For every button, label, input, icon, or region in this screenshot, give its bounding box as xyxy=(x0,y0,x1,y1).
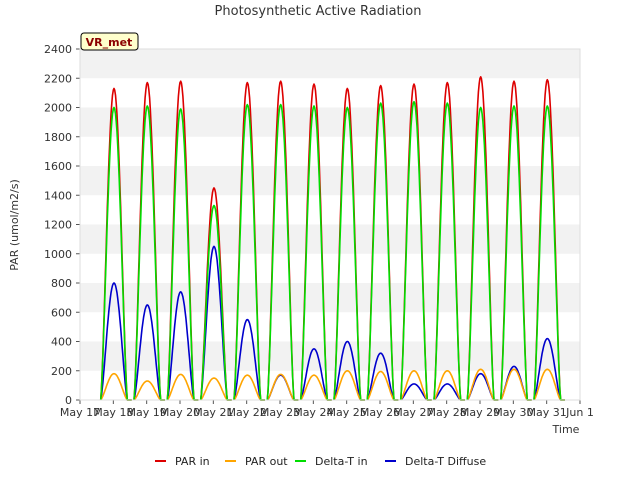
series-line-delta-t-diffuse xyxy=(99,245,565,401)
x-tick-label: May 27 xyxy=(393,406,433,419)
y-tick-label: 0 xyxy=(65,394,72,407)
grid-bands xyxy=(80,49,580,400)
series-line-delta-t-in xyxy=(99,100,565,401)
series-line-par-out xyxy=(100,368,565,401)
grid-band xyxy=(80,341,580,371)
annotation-badge: VR_met xyxy=(80,32,139,51)
y-tick-label: 2200 xyxy=(44,72,72,85)
series-line-par-in xyxy=(99,76,565,401)
grid-band xyxy=(80,166,580,196)
x-tick-label: May 19 xyxy=(127,406,167,419)
x-tick-label: May 31 xyxy=(527,406,567,419)
x-tick-label: May 26 xyxy=(360,406,400,419)
x-tick-label: May 17 xyxy=(60,406,100,419)
y-tick-label: 1400 xyxy=(44,189,72,202)
y-tick-label: 400 xyxy=(51,336,72,349)
x-tick-label: May 23 xyxy=(260,406,300,419)
grid-band xyxy=(80,49,580,79)
x-tick-label: May 28 xyxy=(427,406,467,419)
x-tick-label: May 30 xyxy=(493,406,533,419)
x-axis-label: Time xyxy=(552,423,580,436)
y-axis-label: PAR (umol/m2/s) xyxy=(8,179,21,271)
x-tick-label: May 25 xyxy=(327,406,367,419)
y-tick-label: 1200 xyxy=(44,219,72,232)
y-tick-label: 1600 xyxy=(44,160,72,173)
grid-band xyxy=(80,224,580,254)
grid-band xyxy=(80,195,580,225)
chart-title: Photosynthetic Active Radiation xyxy=(215,4,422,19)
y-tick-label: 2000 xyxy=(44,102,72,115)
series-layer xyxy=(99,76,565,401)
x-tick-label: May 20 xyxy=(160,406,200,419)
x-tick-label: May 29 xyxy=(460,406,500,419)
legend-label: Delta-T Diffuse xyxy=(405,455,486,468)
plot-frame xyxy=(79,48,581,401)
y-tick-label: 1000 xyxy=(44,248,72,261)
y-tick-label: 600 xyxy=(51,306,72,319)
x-tick-label: May 18 xyxy=(93,406,133,419)
annotation-box xyxy=(80,32,139,51)
y-tick-label: 800 xyxy=(51,277,72,290)
grid-band xyxy=(80,253,580,283)
y-tick-label: 1800 xyxy=(44,131,72,144)
y-axis-ticks: 0 200 400 600 800 1000 1200 1400 1600 1800 2000 220… xyxy=(44,43,80,407)
grid-band xyxy=(80,312,580,342)
x-tick-label: Jun 1 xyxy=(565,406,594,419)
legend: PAR in PAR out Delta-T in Delta-T Diffuse xyxy=(155,455,486,468)
x-tick-label: May 22 xyxy=(227,406,267,419)
y-tick-label: 2400 xyxy=(44,43,72,56)
legend-label: Delta-T in xyxy=(315,455,368,468)
legend-label: PAR out xyxy=(245,455,288,468)
grid-band xyxy=(80,136,580,166)
grid-band xyxy=(80,107,580,137)
grid-band xyxy=(80,283,580,313)
grid-band xyxy=(80,78,580,108)
annotation-label: VR_met xyxy=(86,36,133,49)
x-tick-label: May 24 xyxy=(293,406,333,419)
y-tick-label: 200 xyxy=(51,365,72,378)
x-tick-label: May 21 xyxy=(193,406,233,419)
grid-band xyxy=(80,370,580,400)
legend-label: PAR in xyxy=(175,455,210,468)
